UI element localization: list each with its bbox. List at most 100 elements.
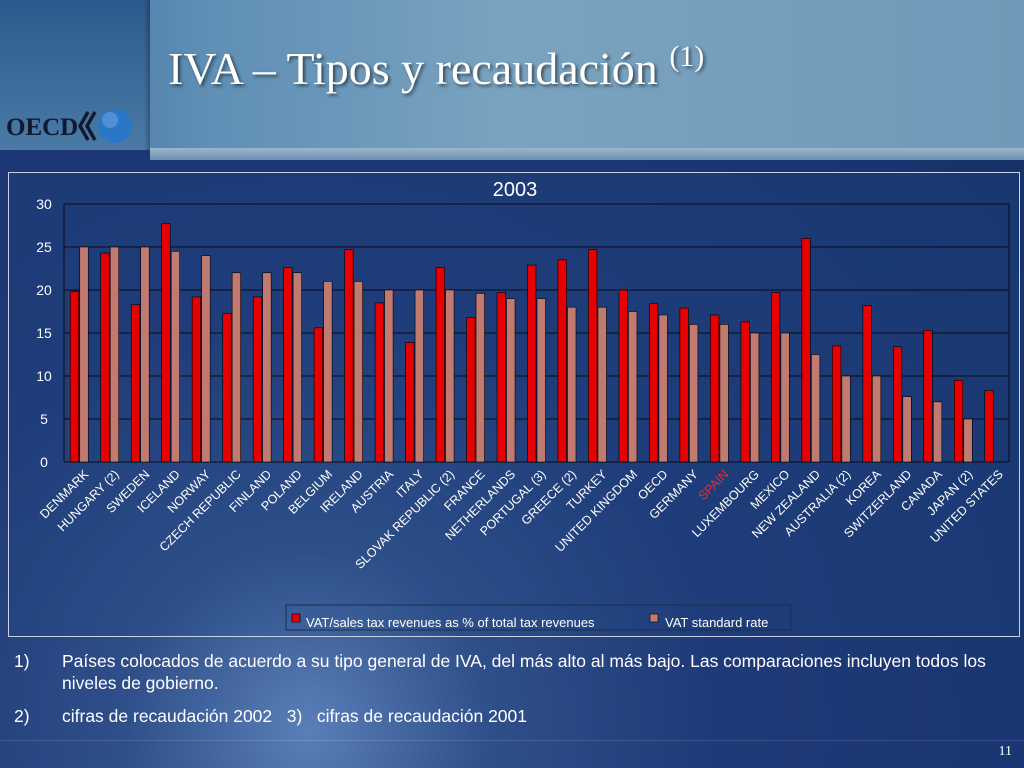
slide-title-superscript: (1) xyxy=(669,40,705,73)
y-tick-label: 5 xyxy=(40,411,48,427)
footnote-1-number: 1) xyxy=(14,651,30,671)
rate-bar xyxy=(932,401,943,463)
footer-rule xyxy=(0,740,1024,741)
rate-bar xyxy=(170,251,180,463)
revenue-bar xyxy=(618,289,628,463)
oecd-logo-globe xyxy=(98,109,132,143)
rate-bar xyxy=(750,332,760,463)
bar-series xyxy=(69,223,994,463)
revenue-bar xyxy=(832,345,842,463)
legend-label-rate: VAT standard rate xyxy=(665,615,768,630)
revenue-bar xyxy=(405,342,415,463)
revenue-bar xyxy=(649,303,659,463)
revenue-bar xyxy=(130,304,141,463)
revenue-bar xyxy=(344,249,354,463)
revenue-bar xyxy=(984,390,994,463)
revenue-bar xyxy=(283,267,293,463)
rate-bar xyxy=(963,418,973,463)
revenue-bar xyxy=(679,307,689,463)
revenue-bar xyxy=(69,291,80,463)
y-axis-ticks: 0 5 10 15 20 25 30 xyxy=(36,196,52,470)
legend-swatch-rate xyxy=(649,613,659,623)
footnote-2-number: 2) xyxy=(14,706,30,726)
footnote-1-text: Países colocados de acuerdo a su tipo ge… xyxy=(62,651,986,693)
revenue-bar xyxy=(801,238,811,463)
rate-bar xyxy=(780,332,790,463)
chart-panel: 2003 0 5 10 15 20 25 30 DENMARK HUNGARY (2) SWED… xyxy=(8,172,1020,637)
revenue-bar xyxy=(313,327,323,463)
rate-bar xyxy=(658,314,668,463)
y-tick-label: 25 xyxy=(36,239,52,255)
revenue-bar xyxy=(771,292,781,463)
revenue-bar xyxy=(222,312,232,463)
revenue-bar xyxy=(374,302,384,463)
y-tick-label: 20 xyxy=(36,282,52,298)
slide-title-text: IVA – Tipos y recaudación xyxy=(168,43,658,94)
rate-bar xyxy=(109,246,120,463)
revenue-bar xyxy=(710,314,720,463)
revenue-bar xyxy=(557,259,567,463)
revenue-bar xyxy=(252,296,262,463)
oecd-logo-text: OECD xyxy=(6,114,78,141)
y-tick-label: 30 xyxy=(36,196,52,212)
revenue-bar xyxy=(435,267,445,463)
rate-bar xyxy=(597,306,607,463)
revenue-bar xyxy=(953,380,964,463)
legend-swatch-revenue xyxy=(291,613,301,623)
footnote-2: 2) cifras de recaudación 2002 3) cifras … xyxy=(14,705,1004,727)
rate-bar xyxy=(475,293,485,463)
revenue-bar xyxy=(740,321,750,463)
revenue-bar xyxy=(588,249,598,463)
rate-bar xyxy=(140,246,150,463)
chart-legend: VAT/sales tax revenues as % of total tax… xyxy=(285,604,792,631)
header-rule xyxy=(150,148,1024,160)
footnote-2-text: cifras de recaudación 2002 3) cifras de … xyxy=(62,706,528,726)
oecd-logo: OECD xyxy=(6,109,132,143)
revenue-bar xyxy=(527,264,537,463)
oecd-logo-globe-shine xyxy=(102,112,118,128)
legend-label-revenue: VAT/sales tax revenues as % of total tax… xyxy=(306,615,595,630)
revenue-bar xyxy=(100,252,110,463)
chart-title: 2003 xyxy=(493,179,538,201)
rate-bar xyxy=(841,375,851,463)
rate-bar xyxy=(902,396,912,463)
rate-bar xyxy=(292,272,302,463)
rate-bar xyxy=(262,272,272,463)
rate-bar xyxy=(719,324,729,463)
rate-bar xyxy=(201,255,211,463)
footnotes: 1) Países colocados de acuerdo a su tipo… xyxy=(14,650,1004,727)
title-banner xyxy=(0,0,1024,150)
rate-bar xyxy=(231,272,241,463)
grid-lines xyxy=(63,203,1010,463)
legend-box xyxy=(285,604,792,631)
revenue-bar xyxy=(496,292,506,463)
rate-bar xyxy=(506,298,516,463)
slide-title: IVA – Tipos y recaudación (1) xyxy=(168,40,704,95)
rate-bar xyxy=(353,281,363,463)
rate-bar xyxy=(689,324,699,463)
footnote-1: 1) Países colocados de acuerdo a su tipo… xyxy=(14,650,1004,694)
rate-bar xyxy=(79,246,89,463)
y-tick-label: 0 xyxy=(40,454,48,470)
oecd-logo-chevrons xyxy=(77,111,97,141)
revenue-bar xyxy=(191,296,201,463)
y-tick-label: 10 xyxy=(36,368,52,384)
page-number: 11 xyxy=(998,744,1012,759)
rate-bar xyxy=(872,375,882,463)
rate-bar xyxy=(567,306,577,463)
rate-bar xyxy=(445,289,455,463)
rate-bar xyxy=(811,354,821,463)
revenue-bar xyxy=(161,223,171,463)
revenue-bar xyxy=(923,330,933,463)
rate-bar xyxy=(323,281,333,463)
revenue-bar xyxy=(893,346,903,463)
rate-bar xyxy=(384,289,394,463)
revenue-bar xyxy=(862,305,872,463)
rate-bar xyxy=(628,311,638,463)
rate-bar xyxy=(536,298,546,463)
y-tick-label: 15 xyxy=(36,325,52,341)
rate-bar xyxy=(414,289,424,463)
revenue-bar xyxy=(466,317,476,463)
